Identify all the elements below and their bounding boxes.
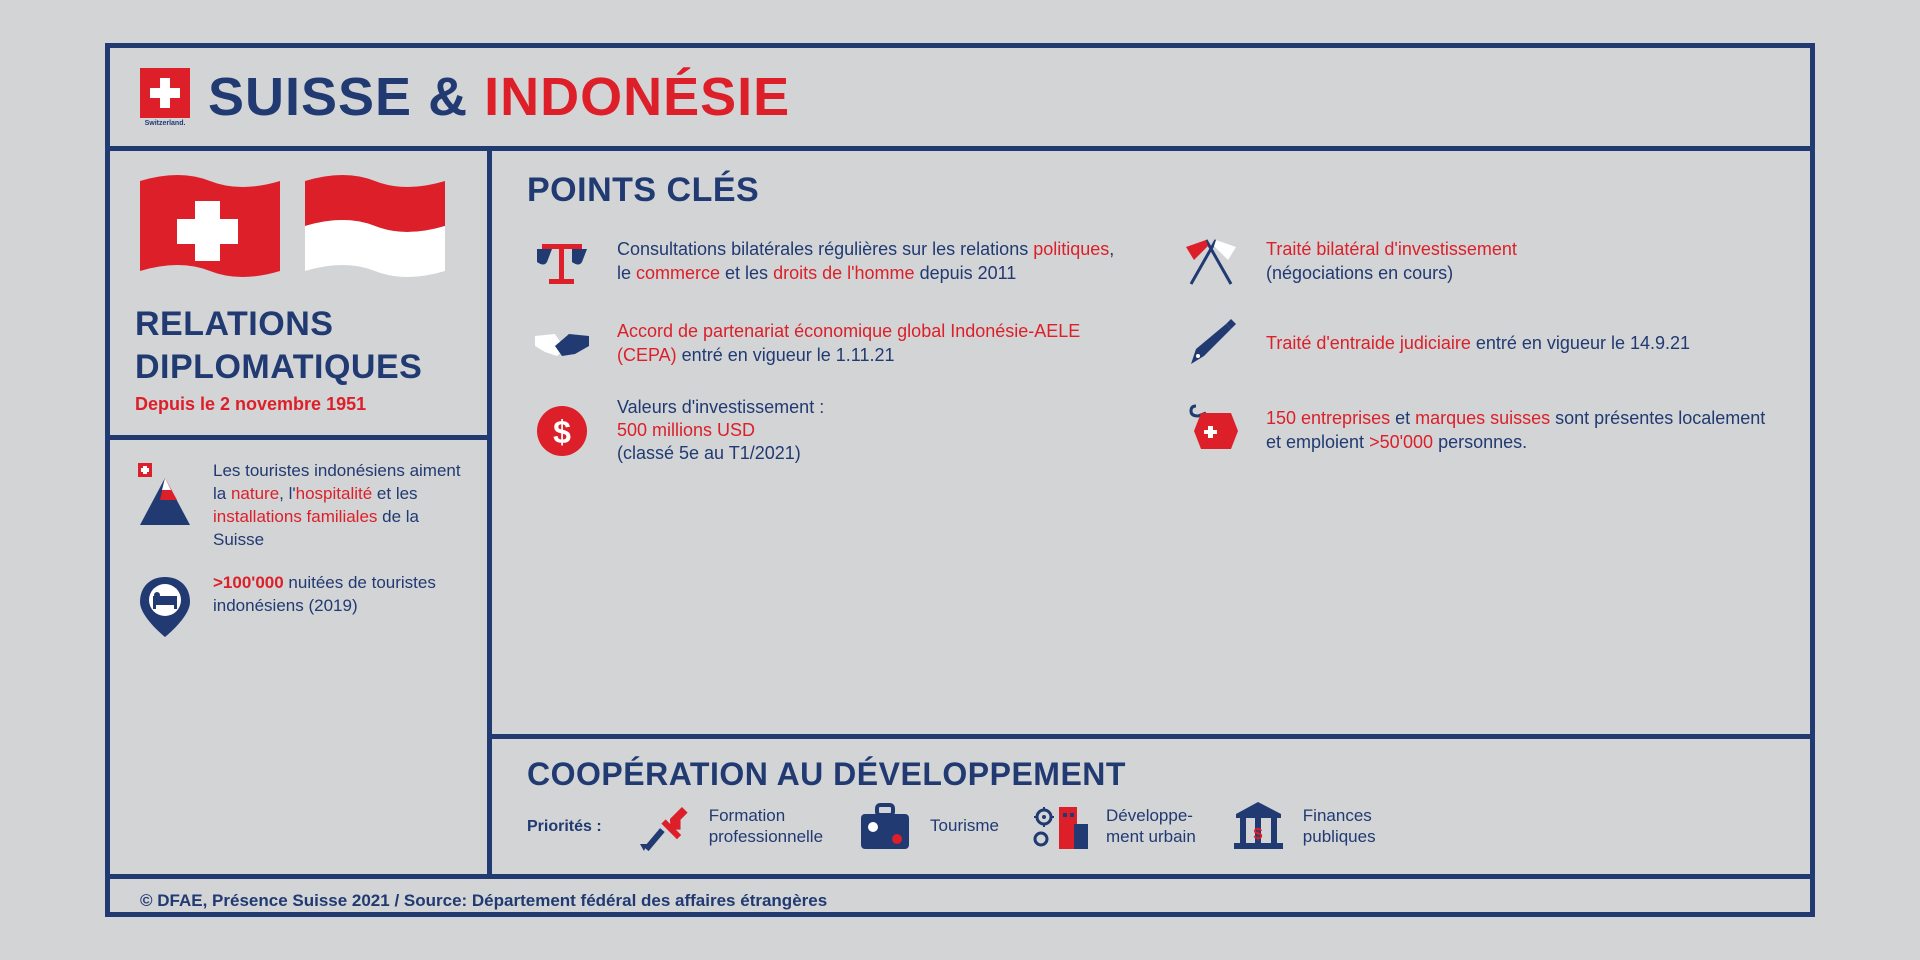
coop-finance: $ Financespubliques <box>1226 799 1376 854</box>
coop-items: Priorités : Formationprofessionnelle <box>527 799 1775 854</box>
tools-icon <box>632 799 697 854</box>
switzerland-flag-icon <box>135 171 285 281</box>
cooperation-box: COOPÉRATION AU DÉVELOPPEMENT Priorités :… <box>492 739 1810 874</box>
bed-pin-icon <box>135 572 195 642</box>
footer: © DFAE, Présence Suisse 2021 / Source: D… <box>110 874 1810 923</box>
scales-icon <box>527 232 597 292</box>
point-consultations: Consultations bilatérales régulières sur… <box>527 232 1126 292</box>
point-investment-value: $ Valeurs d'investissement :500 millions… <box>527 396 1126 466</box>
coop-tourism: Tourisme <box>853 799 999 854</box>
tourism-nature-text: Les touristes indonésiens aiment la natu… <box>213 460 462 552</box>
crossed-flags-icon <box>1176 232 1246 292</box>
diplo-title: RELATIONS DIPLOMATIQUES <box>135 303 462 388</box>
tourism-nature-item: Les touristes indonésiens aiment la natu… <box>135 460 462 552</box>
dollar-icon: $ <box>527 401 597 461</box>
key-points-box: POINTS CLÉS Consultations bilatérales ré… <box>492 151 1810 739</box>
coop-urban: Développe-ment urbain <box>1029 799 1196 854</box>
svg-text:$: $ <box>1253 826 1262 843</box>
main-grid: RELATIONS DIPLOMATIQUES Depuis le 2 nove… <box>110 151 1810 874</box>
point-investment-treaty: Traité bilatéral d'investissement(négoci… <box>1176 232 1775 292</box>
pen-icon <box>1176 314 1246 374</box>
diplomatic-relations-box: RELATIONS DIPLOMATIQUES Depuis le 2 nove… <box>110 151 487 440</box>
coop-title: COOPÉRATION AU DÉVELOPPEMENT <box>527 754 1775 794</box>
left-column: RELATIONS DIPLOMATIQUES Depuis le 2 nove… <box>110 151 492 874</box>
tourism-nights-text: >100'000 nuitées de touristes indonésien… <box>213 572 462 618</box>
suitcase-icon <box>853 799 918 854</box>
coop-training: Formationprofessionnelle <box>632 799 823 854</box>
diplo-since: Depuis le 2 novembre 1951 <box>135 394 462 415</box>
points-grid: Consultations bilatérales régulières sur… <box>527 232 1775 466</box>
page-title: SUISSE & INDONÉSIE <box>208 66 790 128</box>
svg-text:$: $ <box>553 414 571 450</box>
point-companies: 150 entreprises et marques suisses sont … <box>1176 396 1775 466</box>
flags-row <box>135 171 462 281</box>
handshake-icon <box>527 314 597 374</box>
coop-priorities-label: Priorités : <box>527 818 602 836</box>
tag-icon <box>1176 401 1246 461</box>
bank-icon: $ <box>1226 799 1291 854</box>
tourism-nights-item: >100'000 nuitées de touristes indonésien… <box>135 572 462 642</box>
city-icon <box>1029 799 1094 854</box>
point-cepa: Accord de partenariat économique global … <box>527 314 1126 374</box>
swiss-logo: Switzerland. <box>140 68 190 127</box>
infographic-container: Switzerland. SUISSE & INDONÉSIE <box>105 43 1815 917</box>
point-judicial: Traité d'entraide judiciaire entré en vi… <box>1176 314 1775 374</box>
points-title: POINTS CLÉS <box>527 169 1775 212</box>
indonesia-flag-icon <box>300 171 450 281</box>
tourism-box: Les touristes indonésiens aiment la natu… <box>110 440 487 874</box>
right-column: POINTS CLÉS Consultations bilatérales ré… <box>492 151 1810 874</box>
mountain-icon <box>135 460 195 530</box>
header: Switzerland. SUISSE & INDONÉSIE <box>110 48 1810 151</box>
